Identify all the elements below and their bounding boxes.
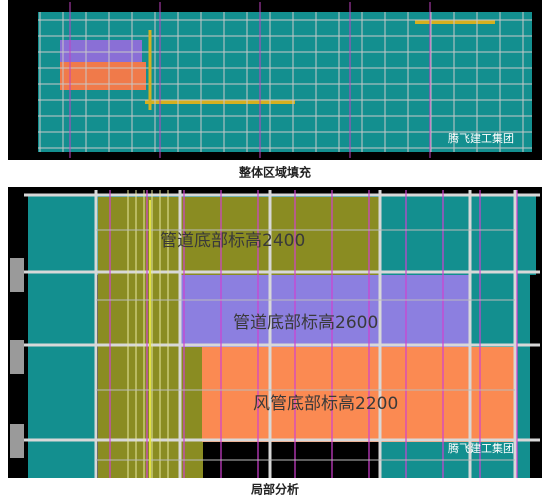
floor-area <box>28 195 96 478</box>
fill-orange <box>60 62 146 90</box>
pipe <box>415 20 495 24</box>
caption: 局部分析 <box>251 482 299 497</box>
elevation-label: 管道底部标高2400 <box>160 231 305 251</box>
overview-image: 腾飞建工集团 <box>8 0 542 160</box>
elevation-label: 风管底部标高2200 <box>253 394 398 414</box>
fill-purple <box>180 275 470 347</box>
fill-orange <box>202 347 514 442</box>
wall-lines <box>24 190 540 478</box>
detail-image: 管道底部标高2400 管道底部标高2600 风管底部标高2200 腾飞建工集团 <box>8 187 542 478</box>
watermark: 腾飞建工集团 <box>448 131 514 145</box>
caption: 整体区域填充 <box>238 165 311 180</box>
wall-lines <box>38 2 532 158</box>
column <box>10 424 24 458</box>
column <box>10 340 24 374</box>
watermark: 腾飞建工集团 <box>448 441 514 455</box>
pipe <box>145 100 295 104</box>
elevation-label: 管道底部标高2600 <box>233 313 378 333</box>
column <box>10 258 24 292</box>
